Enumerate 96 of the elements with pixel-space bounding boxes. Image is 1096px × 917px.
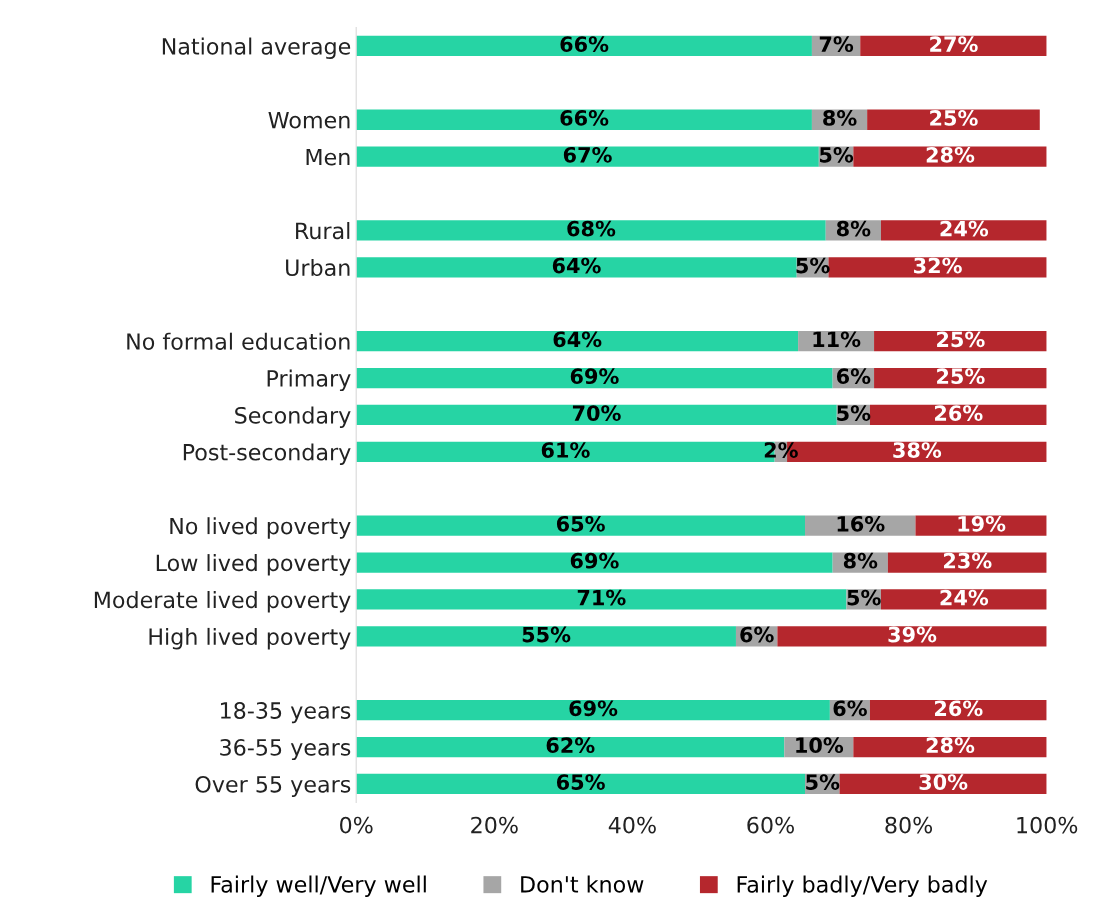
y-tick-label: Women	[268, 112, 350, 129]
bar	[880, 589, 1047, 610]
x-tick-label: 20%	[471, 816, 518, 834]
x-tick-label: 80%	[885, 816, 933, 834]
data-label: 61%	[541, 442, 590, 458]
data-label: 67%	[563, 146, 612, 163]
data-label: 25%	[930, 110, 978, 126]
bar	[356, 331, 799, 352]
data-label: 64%	[553, 331, 602, 348]
bar	[915, 515, 1047, 536]
bar	[853, 146, 1047, 167]
data-label: 28%	[926, 737, 975, 754]
data-label: 8%	[843, 552, 878, 569]
y-tick-label: 18-35 years	[220, 702, 351, 724]
data-label: 69%	[570, 552, 619, 569]
data-label: 6%	[833, 700, 867, 717]
data-label: 32%	[914, 257, 962, 274]
bar	[777, 626, 1047, 647]
data-label: 26%	[935, 405, 983, 421]
y-tick-label: Urban	[286, 258, 350, 277]
data-label: 8%	[823, 110, 857, 126]
bar	[356, 146, 819, 167]
data-label: 16%	[837, 515, 885, 532]
data-label: 2%	[764, 442, 798, 458]
bar	[887, 552, 1047, 573]
data-label: 7%	[819, 36, 854, 52]
x-tick-label: 60%	[747, 816, 794, 834]
data-label: 24%	[940, 220, 989, 237]
data-label: 66%	[560, 36, 609, 52]
data-label: 25%	[937, 331, 985, 348]
y-tick-label: No formal education	[127, 332, 350, 350]
bar	[880, 220, 1047, 241]
bar	[356, 699, 830, 721]
data-label: 64%	[552, 257, 601, 274]
x-tick-label: 0%	[340, 816, 373, 834]
bar	[356, 35, 812, 57]
data-label: 26%	[935, 700, 983, 717]
y-tick-label: No lived poverty	[170, 517, 351, 539]
y-tick-label: 36-55 years	[220, 738, 351, 761]
data-label: 8%	[836, 220, 871, 237]
data-label: 69%	[569, 700, 618, 717]
bar	[828, 257, 1047, 278]
data-label: 6%	[740, 626, 774, 643]
bar	[356, 515, 806, 536]
bar	[853, 736, 1047, 758]
y-tick-label: Over 55 years	[195, 775, 351, 797]
y-tick-label: High lived poverty	[149, 627, 351, 650]
data-label: 27%	[930, 36, 978, 52]
y-tick-label: Primary	[267, 369, 351, 392]
data-label: 19%	[958, 515, 1006, 532]
data-label: 70%	[572, 405, 621, 421]
data-label: 55%	[522, 626, 571, 643]
y-tick-label: National average	[162, 37, 351, 60]
bar	[356, 589, 847, 610]
bar	[356, 626, 736, 647]
y-tick-label: Secondary	[235, 406, 351, 429]
bar	[356, 552, 833, 573]
bar	[356, 109, 812, 130]
y-tick-label: Post-secondary	[183, 443, 351, 465]
y-tick-label: Moderate lived poverty	[94, 590, 351, 613]
bar	[356, 736, 785, 758]
data-label: 65%	[556, 515, 605, 532]
x-tick-label: 100%	[1017, 816, 1078, 834]
bar	[356, 773, 806, 795]
data-label: 6%	[836, 368, 871, 385]
data-label: 62%	[546, 737, 595, 754]
bar	[356, 220, 826, 241]
data-label: 30%	[919, 774, 968, 790]
data-label: 24%	[940, 589, 989, 606]
data-label: 65%	[556, 774, 605, 790]
data-label: 5%	[847, 589, 881, 606]
data-label: 11%	[813, 331, 861, 348]
y-tick-label: Low lived poverty	[156, 554, 351, 576]
data-label: 68%	[567, 220, 616, 237]
data-label: 23%	[943, 552, 992, 569]
data-label: 10%	[796, 737, 844, 754]
bar	[356, 367, 833, 389]
x-tick-label: 40%	[608, 816, 656, 834]
data-label: 25%	[937, 368, 985, 385]
bar	[839, 773, 1047, 795]
bar	[356, 404, 837, 426]
data-label: 5%	[806, 774, 840, 790]
legend-label: Fairly badly/Very badly	[737, 875, 988, 897]
data-label: 66%	[560, 110, 609, 126]
y-tick-label: Rural	[296, 222, 350, 240]
data-label: 69%	[570, 368, 619, 385]
bar	[860, 35, 1047, 57]
legend-label: Don't know	[521, 875, 644, 893]
data-label: 38%	[893, 442, 942, 458]
bar	[356, 257, 797, 278]
y-tick-label: Men	[306, 148, 350, 166]
data-label: 28%	[926, 146, 975, 163]
data-label: 39%	[888, 626, 937, 643]
data-label: 71%	[577, 589, 626, 606]
data-label: 5%	[820, 146, 854, 163]
legend-label: Fairly well/Very well	[211, 875, 426, 897]
